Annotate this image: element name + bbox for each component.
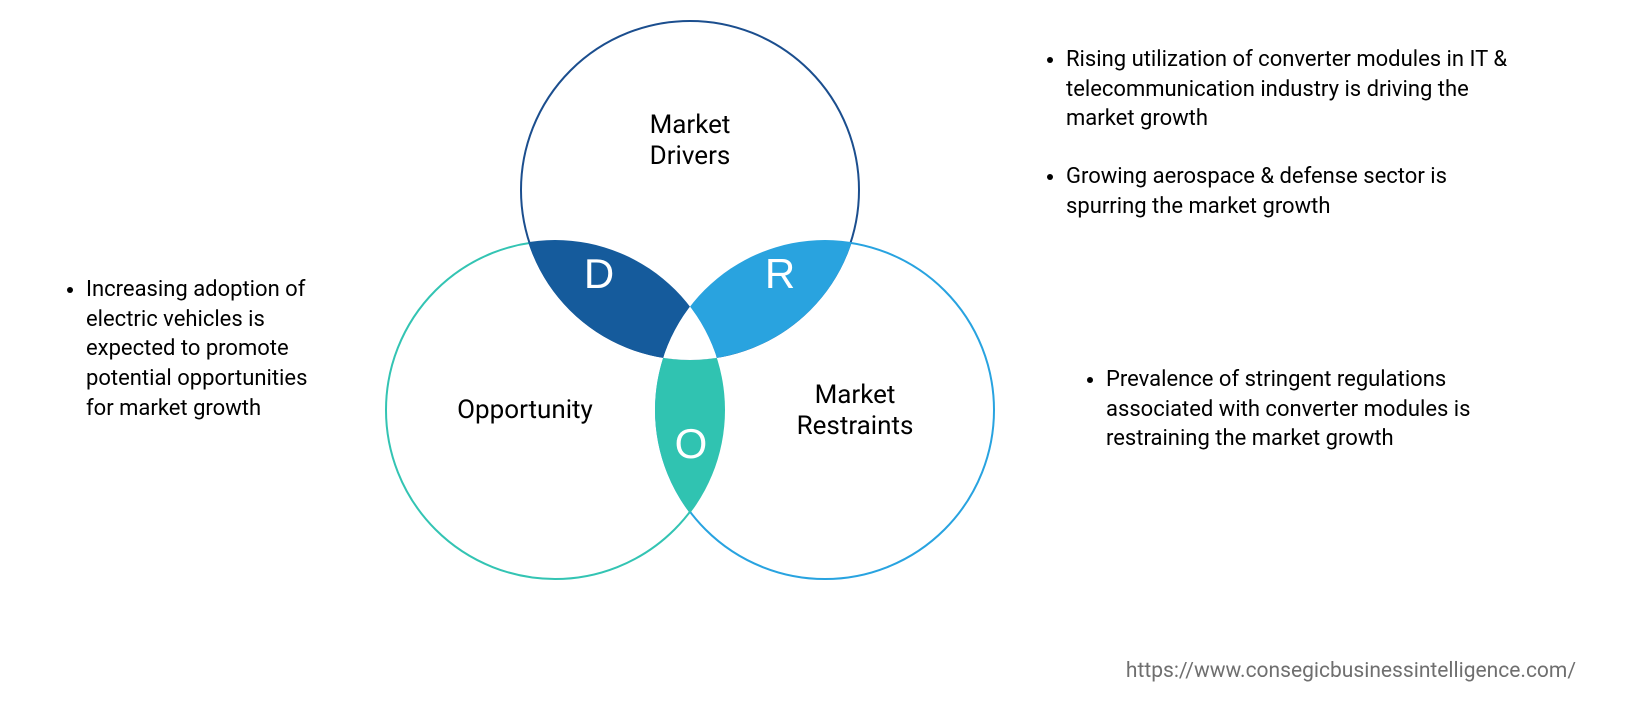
venn-label-opportunity-text: Opportunity <box>457 395 593 425</box>
bullet-opportunity-0: Increasing adoption of electric vehicles… <box>86 275 320 423</box>
bullet-driver-0: Rising utilization of converter modules … <box>1066 45 1520 134</box>
venn-label-restraints: MarketRestraints <box>755 380 955 442</box>
venn-circle-drivers <box>520 20 860 360</box>
venn-letter-r: R <box>750 250 810 298</box>
venn-label-drivers: MarketDrivers <box>545 110 835 172</box>
bullet-restraint-0: Prevalence of stringent regulations asso… <box>1106 365 1500 454</box>
venn-label-opportunity: Opportunity <box>425 395 625 426</box>
bullet-driver-1: Growing aerospace & defense sector is sp… <box>1066 162 1520 221</box>
bullets-opportunity: Increasing adoption of electric vehicles… <box>60 275 320 423</box>
venn-diagram: MarketDrivers Opportunity MarketRestrain… <box>385 20 995 630</box>
venn-label-drivers-l1: MarketDrivers <box>650 110 731 171</box>
bullets-restraints: Prevalence of stringent regulations asso… <box>1080 365 1500 454</box>
venn-label-restraints-text: MarketRestraints <box>797 380 914 441</box>
source-url: https://www.consegicbusinessintelligence… <box>1126 659 1576 683</box>
venn-letter-o: O <box>661 420 721 468</box>
venn-letter-d: D <box>569 250 629 298</box>
bullets-drivers: Rising utilization of converter modules … <box>1040 45 1520 221</box>
